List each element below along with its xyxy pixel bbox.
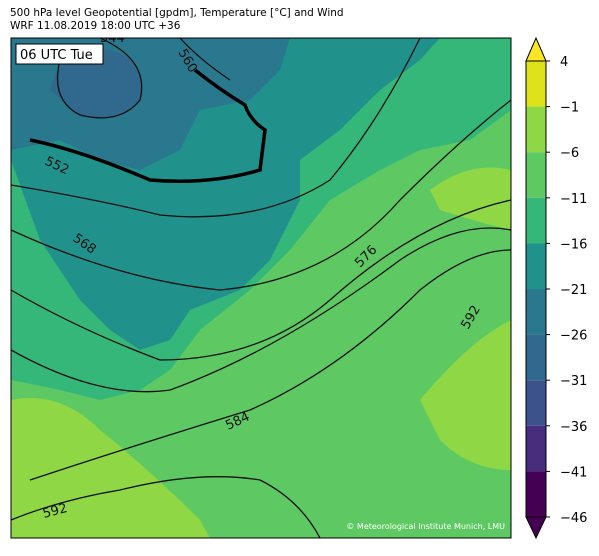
map: 552 544 568 560 576 584 592 592 © Meteor… xyxy=(11,31,511,538)
colorbar-band xyxy=(526,334,546,381)
copyright: © Meteorological Institute Munich, LMU xyxy=(346,522,505,531)
colorbar-tick-label: 4 xyxy=(560,55,568,70)
colorbar-tick-label: −6 xyxy=(560,146,579,161)
colorbar-tick-label: −46 xyxy=(560,511,587,526)
colorbar-band xyxy=(526,425,546,472)
title-line: WRF 11.08.2019 18:00 UTC +36 xyxy=(10,20,181,32)
colorbar-band xyxy=(526,106,546,153)
colorbar-band xyxy=(526,471,546,517)
colorbar-band xyxy=(526,61,546,107)
colorbar-band xyxy=(526,243,546,289)
colorbar-tick-label: −11 xyxy=(560,192,587,207)
colorbar-band xyxy=(526,197,546,244)
colorbar-tick-label: −21 xyxy=(560,283,587,298)
colorbar-tick-label: −36 xyxy=(560,420,587,435)
title-line: 500 hPa level Geopotential [gpdm], Tempe… xyxy=(10,7,344,19)
colorbar-tick-label: −16 xyxy=(560,237,587,252)
colorbar-band xyxy=(526,289,546,335)
colorbar-band xyxy=(526,380,546,426)
colorbar-tick-label: −1 xyxy=(560,101,579,116)
time-label: 06 UTC Tue xyxy=(20,48,93,63)
contour-label: 592 xyxy=(41,501,69,522)
colorbar-extend-bottom xyxy=(525,516,547,540)
colorbar-band xyxy=(526,152,546,198)
colorbar: 4 −1 −6 −11 −16 −21 −26 −31 −36 −41 −46 xyxy=(525,36,587,540)
colorbar-tick-label: −31 xyxy=(560,374,587,389)
colorbar-extend-top xyxy=(525,36,547,62)
map-frame xyxy=(10,37,512,539)
colorbar-tick-label: −41 xyxy=(560,465,587,480)
contour-label: 544 xyxy=(100,31,125,46)
colorbar-tick-label: −26 xyxy=(560,329,587,344)
time-box xyxy=(15,43,104,65)
